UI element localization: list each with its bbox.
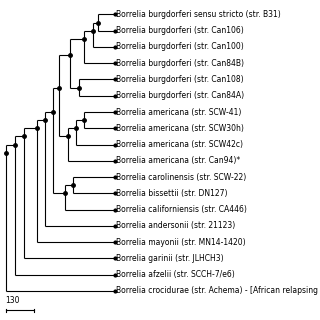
Text: Borrelia americana (str. Can94)*: Borrelia americana (str. Can94)* bbox=[116, 156, 241, 165]
Text: Borrelia burgdorferi sensu stricto (str. B31): Borrelia burgdorferi sensu stricto (str.… bbox=[116, 10, 281, 19]
Text: Borrelia californiensis (str. CA446): Borrelia californiensis (str. CA446) bbox=[116, 205, 247, 214]
Text: Borrelia afzelii (str. SCCH-7/e6): Borrelia afzelii (str. SCCH-7/e6) bbox=[116, 270, 235, 279]
Text: Borrelia burgdorferi (str. Can100): Borrelia burgdorferi (str. Can100) bbox=[116, 43, 244, 52]
Text: Borrelia andersonii (str. 21123): Borrelia andersonii (str. 21123) bbox=[116, 221, 236, 230]
Text: Borrelia mayonii (str. MN14-1420): Borrelia mayonii (str. MN14-1420) bbox=[116, 238, 246, 247]
Text: Borrelia americana (str. SCW-41): Borrelia americana (str. SCW-41) bbox=[116, 108, 242, 116]
Text: Borrelia burgdorferi (str. Can106): Borrelia burgdorferi (str. Can106) bbox=[116, 26, 244, 35]
Text: Borrelia garinii (str. JLHCH3): Borrelia garinii (str. JLHCH3) bbox=[116, 254, 224, 263]
Text: Borrelia bissettii (str. DN127): Borrelia bissettii (str. DN127) bbox=[116, 189, 228, 198]
Text: Borrelia burgdorferi (str. Can84B): Borrelia burgdorferi (str. Can84B) bbox=[116, 59, 244, 68]
Text: Borrelia carolinensis (str. SCW-22): Borrelia carolinensis (str. SCW-22) bbox=[116, 172, 247, 181]
Text: Borrelia crocidurae (str. Achema) - [African relapsing fever]: Borrelia crocidurae (str. Achema) - [Afr… bbox=[116, 286, 320, 295]
Text: Borrelia americana (str. SCW42c): Borrelia americana (str. SCW42c) bbox=[116, 140, 244, 149]
Text: Borrelia americana (str. SCW30h): Borrelia americana (str. SCW30h) bbox=[116, 124, 244, 133]
Text: 130: 130 bbox=[5, 296, 20, 305]
Text: Borrelia burgdorferi (str. Can84A): Borrelia burgdorferi (str. Can84A) bbox=[116, 91, 244, 100]
Text: Borrelia burgdorferi (str. Can108): Borrelia burgdorferi (str. Can108) bbox=[116, 75, 244, 84]
